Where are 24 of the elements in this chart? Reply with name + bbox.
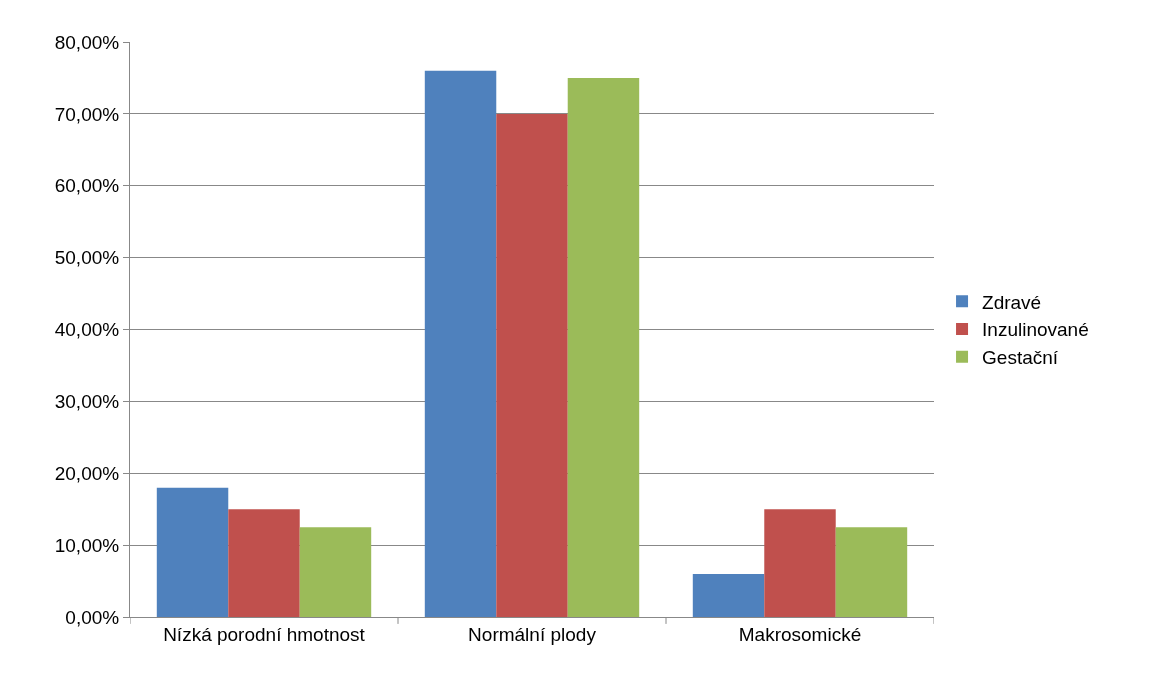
x-tick-label: Nízká porodní hmotnost [163,623,366,645]
y-tick-label: 80,00% [54,31,120,53]
bar [156,487,229,617]
y-tick-label: 70,00% [54,103,120,125]
bar [496,113,568,617]
legend-label: Inzulinované [982,319,1089,341]
y-tick-label: 30,00% [54,391,120,413]
bar [835,527,908,617]
bar [299,527,372,617]
legend-label: Gestační [982,347,1059,369]
y-tick-label: 40,00% [54,319,120,341]
bar [692,573,765,617]
x-tick-label: Normální plody [468,623,597,645]
y-tick-label: 10,00% [54,534,120,556]
y-tick-label: 60,00% [54,175,120,197]
bar [764,509,836,617]
y-tick-label: 50,00% [54,247,120,269]
bar [567,77,640,617]
y-tick-label: 0,00% [65,606,120,628]
y-tick-label: 20,00% [54,462,120,484]
x-tick-label: Makrosomické [738,623,862,645]
legend-label: Zdravé [982,291,1042,313]
bar [424,70,497,617]
bar [228,509,300,617]
